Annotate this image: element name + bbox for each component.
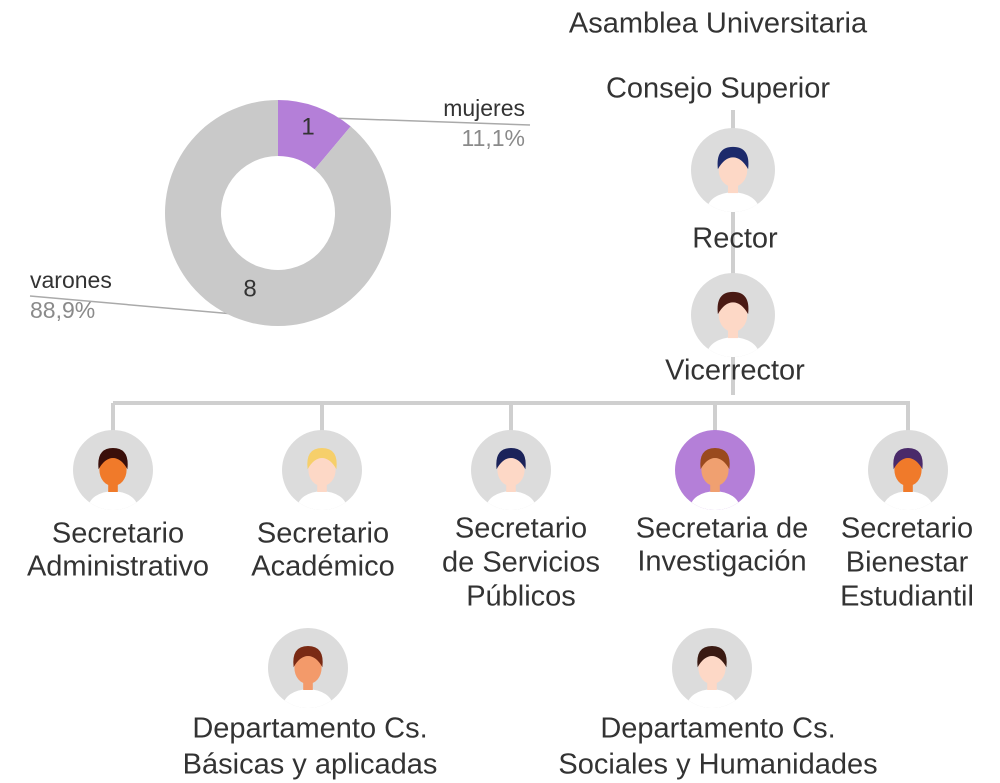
avatar — [471, 430, 551, 510]
percent-label: 11,1% — [461, 125, 525, 151]
legend-label: mujeres — [443, 95, 525, 121]
avatar — [691, 128, 775, 212]
node-label: Secretaria de — [636, 513, 809, 545]
node-label: Consejo Superior — [606, 73, 830, 105]
avatar — [73, 430, 153, 510]
slice-value: 1 — [301, 113, 314, 140]
node-label: Públicos — [466, 581, 576, 613]
face — [308, 454, 336, 486]
shoulders — [88, 491, 138, 510]
avatar — [868, 430, 948, 510]
avatar — [268, 628, 348, 708]
hair — [893, 448, 923, 470]
avatar — [691, 273, 775, 357]
avatar-figure — [706, 146, 760, 212]
shoulders — [687, 689, 737, 708]
face — [294, 652, 322, 684]
node-label: Asamblea Universitaria — [569, 8, 868, 40]
avatar-figure — [283, 646, 333, 708]
node-label: de Servicios — [442, 547, 600, 579]
hair — [307, 448, 337, 470]
leader-line — [29, 295, 246, 316]
face — [698, 652, 726, 684]
percent-label: 88,9% — [30, 297, 95, 323]
avatar — [672, 628, 752, 708]
shoulders — [690, 491, 740, 510]
shoulders — [706, 337, 760, 357]
hair — [98, 448, 128, 470]
avatar-figure — [88, 448, 138, 510]
hair — [717, 291, 749, 315]
avatar-figure — [706, 291, 760, 357]
node-label: Académico — [251, 551, 394, 583]
face — [701, 454, 729, 486]
node-label: Estudiantil — [840, 581, 974, 613]
face — [894, 454, 922, 486]
shoulders — [486, 491, 536, 510]
avatar-figure — [297, 448, 347, 510]
node-label: Administrativo — [27, 551, 209, 583]
node-label: Sociales y Humanidades — [558, 749, 877, 781]
hair — [496, 448, 526, 470]
avatar-figure — [690, 448, 740, 510]
node-label: Secretario — [455, 513, 587, 545]
face — [99, 454, 127, 486]
hair — [700, 448, 730, 470]
slice-value: 8 — [243, 275, 256, 302]
node-label: Secretario — [257, 518, 389, 550]
shoulders — [883, 491, 933, 510]
face — [718, 298, 748, 332]
hair — [293, 646, 323, 668]
face — [718, 153, 748, 187]
shoulders — [283, 689, 333, 708]
leader-line — [329, 117, 531, 126]
hair — [717, 146, 749, 170]
node-label: Rector — [692, 223, 778, 255]
node-label: Secretario — [841, 513, 973, 545]
shoulders — [706, 192, 760, 212]
avatar-figure — [883, 448, 933, 510]
donut-slice — [165, 100, 391, 326]
avatar-figure — [687, 646, 737, 708]
node-label: Investigación — [637, 546, 806, 578]
node-label: Departamento Cs. — [192, 713, 427, 745]
legend-label: varones — [30, 267, 112, 293]
node-label: Bienestar — [846, 547, 969, 579]
node-label: Básicas y aplicadas — [183, 749, 438, 781]
node-label: Departamento Cs. — [600, 713, 835, 745]
node-label: Secretario — [52, 518, 184, 550]
hair — [697, 646, 727, 668]
avatar — [675, 430, 755, 510]
face — [497, 454, 525, 486]
avatar-figure — [486, 448, 536, 510]
node-label: Vicerrector — [665, 355, 805, 387]
avatar — [282, 430, 362, 510]
shoulders — [297, 491, 347, 510]
donut-slice — [278, 100, 351, 170]
